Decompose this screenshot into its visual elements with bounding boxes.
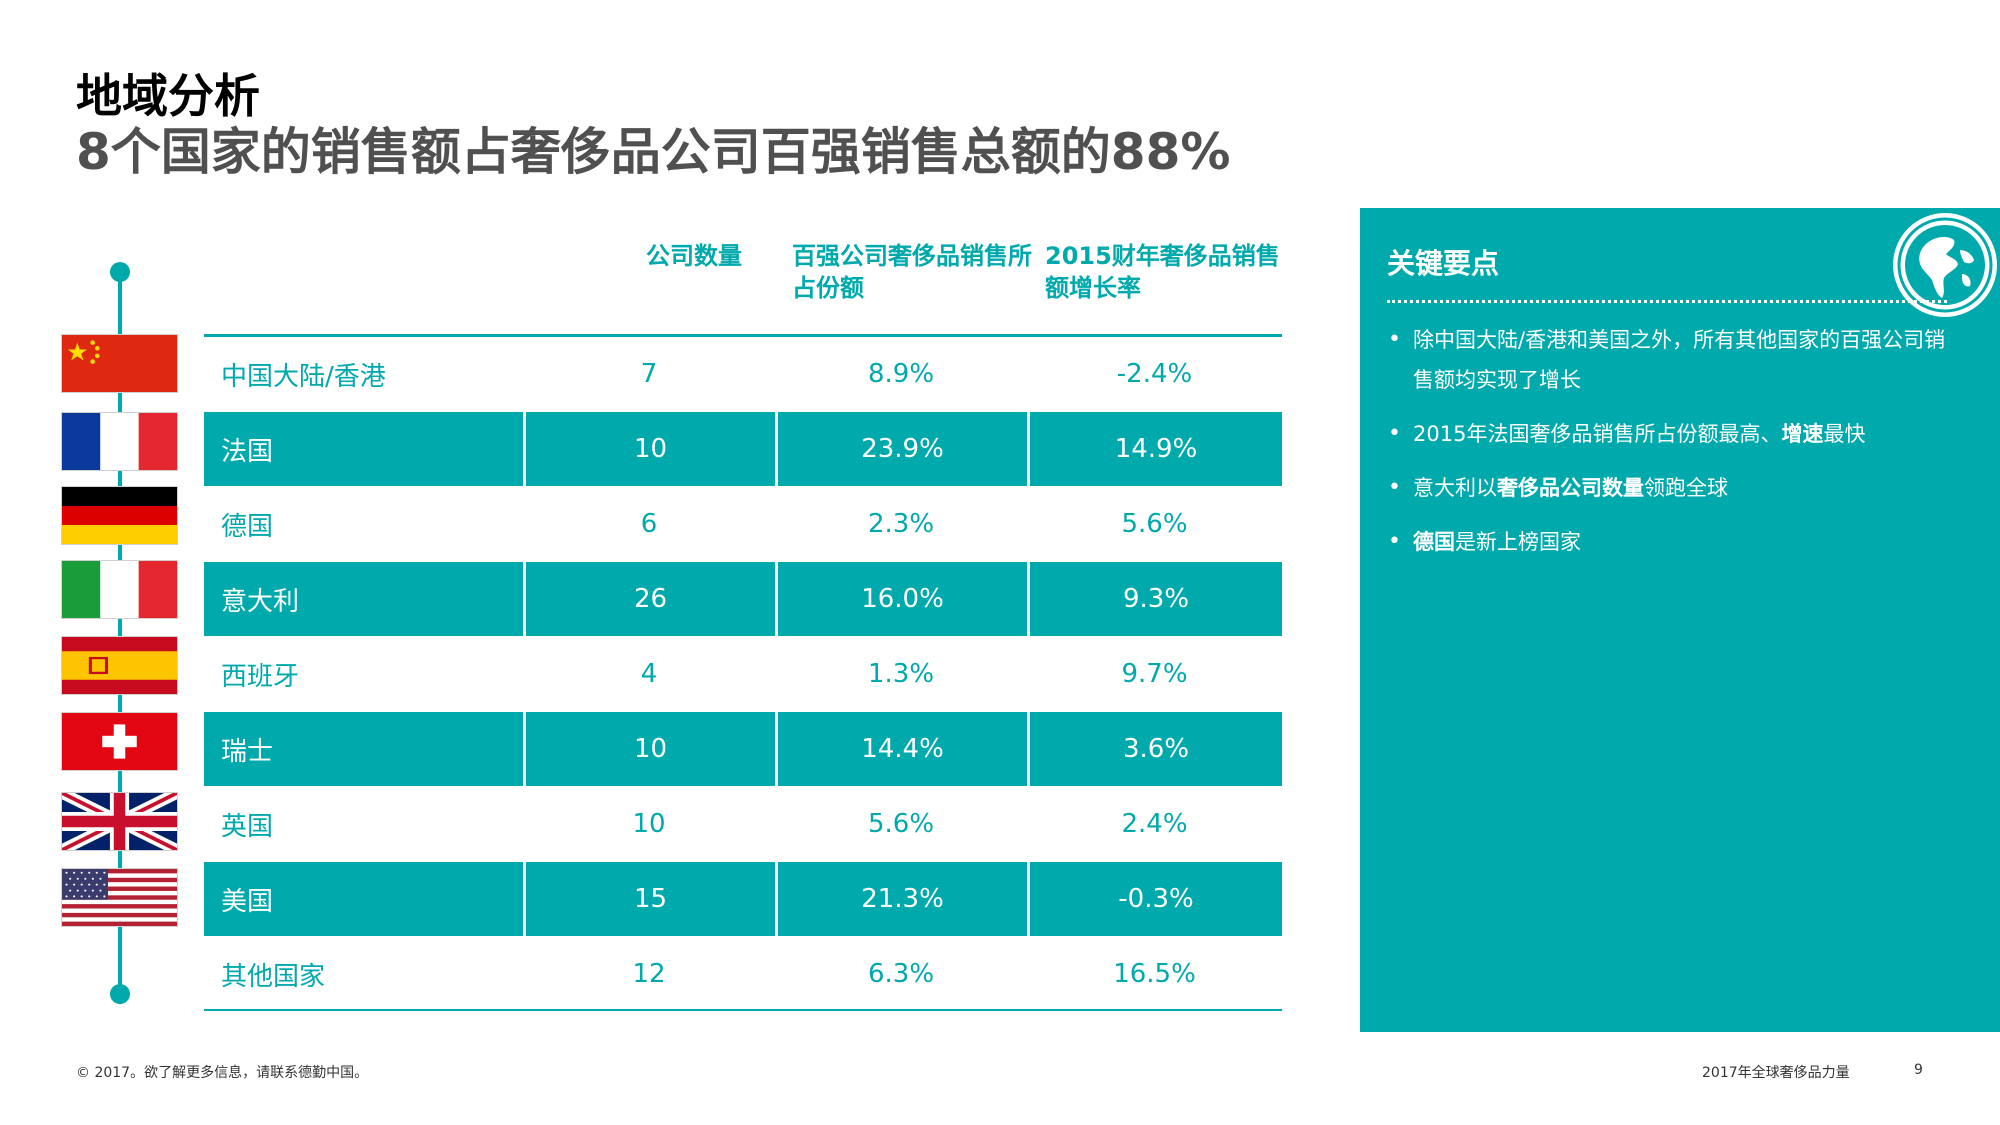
germany-flag-icon bbox=[61, 486, 178, 545]
table-row: 意大利 26 16.0% 9.3% bbox=[204, 562, 1282, 636]
bullet-text: 最快 bbox=[1823, 422, 1866, 446]
panel-title: 关键要点 bbox=[1387, 247, 1500, 280]
italy-flag-icon bbox=[61, 560, 178, 619]
sales-growth: 14.9% bbox=[1027, 412, 1282, 486]
sales-growth: 9.3% bbox=[1027, 562, 1282, 636]
company-count: 10 bbox=[523, 787, 775, 861]
page-subtitle: 8个国家的销售额占奢侈品公司百强销售总额的88% bbox=[76, 123, 1231, 181]
company-count: 10 bbox=[523, 712, 775, 786]
usa-flag-icon bbox=[61, 868, 178, 927]
sales-growth: -2.4% bbox=[1027, 337, 1282, 411]
company-count: 10 bbox=[523, 412, 775, 486]
sales-share: 5.6% bbox=[775, 787, 1027, 861]
table-row: 美国 15 21.3% -0.3% bbox=[204, 862, 1282, 936]
list-item: 德国是新上榜国家 bbox=[1384, 522, 1964, 562]
sales-growth: -0.3% bbox=[1027, 862, 1282, 936]
country-name: 中国大陆/香港 bbox=[204, 337, 523, 411]
country-name: 法国 bbox=[204, 412, 523, 486]
sales-share: 1.3% bbox=[775, 637, 1027, 711]
timeline-dot-top bbox=[110, 262, 130, 282]
company-count: 4 bbox=[523, 637, 775, 711]
bullet-text: 是新上榜国家 bbox=[1455, 530, 1581, 554]
country-name: 美国 bbox=[204, 862, 523, 936]
country-name: 意大利 bbox=[204, 562, 523, 636]
table-row: 西班牙 4 1.3% 9.7% bbox=[204, 637, 1282, 711]
timeline-dot-bottom bbox=[110, 984, 130, 1004]
bullet-text: 领跑全球 bbox=[1644, 476, 1728, 500]
country-name: 德国 bbox=[204, 487, 523, 561]
list-item: 意大利以奢侈品公司数量领跑全球 bbox=[1384, 468, 1964, 508]
header-sales-growth: 2015财年奢侈品销售额增长率 bbox=[1045, 242, 1280, 302]
sales-share: 16.0% bbox=[775, 562, 1027, 636]
table-row: 德国 6 2.3% 5.6% bbox=[204, 487, 1282, 561]
globe-icon bbox=[1890, 210, 2000, 320]
timeline-line bbox=[118, 272, 122, 994]
list-item: 2015年法国奢侈品销售所占份额最高、增速最快 bbox=[1384, 414, 1964, 454]
bullet-text: 除中国大陆/香港和美国之外，所有其他国家的百强公司销售额均实现了增长 bbox=[1413, 328, 1946, 392]
sales-growth: 9.7% bbox=[1027, 637, 1282, 711]
page-title: 地域分析 bbox=[76, 69, 260, 123]
header-rule bbox=[204, 334, 1282, 337]
company-count: 26 bbox=[523, 562, 775, 636]
bullet-text: 意大利以 bbox=[1413, 476, 1497, 500]
country-name: 西班牙 bbox=[204, 637, 523, 711]
sales-share: 8.9% bbox=[775, 337, 1027, 411]
bullet-emphasis: 奢侈品公司数量 bbox=[1497, 476, 1644, 500]
country-name: 英国 bbox=[204, 787, 523, 861]
sales-growth: 16.5% bbox=[1027, 937, 1282, 1011]
table-bottom-rule bbox=[204, 1009, 1282, 1011]
france-flag-icon bbox=[61, 412, 178, 471]
table-row: 英国 10 5.6% 2.4% bbox=[204, 787, 1282, 861]
table-row: 法国 10 23.9% 14.9% bbox=[204, 412, 1282, 486]
table-row: 中国大陆/香港 7 8.9% -2.4% bbox=[204, 337, 1282, 411]
sales-share: 6.3% bbox=[775, 937, 1027, 1011]
bullet-emphasis: 增速 bbox=[1781, 422, 1824, 446]
bullet-emphasis: 德国 bbox=[1413, 530, 1455, 554]
company-count: 6 bbox=[523, 487, 775, 561]
switzerland-flag-icon bbox=[61, 712, 178, 771]
spain-flag-icon bbox=[61, 636, 178, 695]
footer-page-number: 9 bbox=[1914, 1062, 1923, 1078]
china-flag-icon bbox=[61, 334, 178, 393]
table-row: 其他国家 12 6.3% 16.5% bbox=[204, 937, 1282, 1011]
sales-growth: 5.6% bbox=[1027, 487, 1282, 561]
table-header: 公司数量 百强公司奢侈品销售所占份额 2015财年奢侈品销售额增长率 bbox=[204, 230, 1282, 337]
panel-divider bbox=[1387, 300, 1947, 303]
header-sales-share: 百强公司奢侈品销售所占份额 bbox=[792, 242, 1032, 302]
country-name: 其他国家 bbox=[204, 937, 523, 1011]
sales-growth: 3.6% bbox=[1027, 712, 1282, 786]
list-item: 除中国大陆/香港和美国之外，所有其他国家的百强公司销售额均实现了增长 bbox=[1384, 320, 1964, 400]
company-count: 15 bbox=[523, 862, 775, 936]
sales-share: 14.4% bbox=[775, 712, 1027, 786]
sales-share: 2.3% bbox=[775, 487, 1027, 561]
table-row: 瑞士 10 14.4% 3.6% bbox=[204, 712, 1282, 786]
sales-share: 23.9% bbox=[775, 412, 1027, 486]
company-count: 12 bbox=[523, 937, 775, 1011]
company-count: 7 bbox=[523, 337, 775, 411]
country-name: 瑞士 bbox=[204, 712, 523, 786]
bullet-text: 2015年法国奢侈品销售所占份额最高、 bbox=[1413, 422, 1782, 446]
sales-share: 21.3% bbox=[775, 862, 1027, 936]
key-points-panel: 关键要点 除中国大陆/香港和美国之外，所有其他国家的百强公司销售额均实现了增长 … bbox=[1360, 208, 2000, 1032]
footer-report-name: 2017年全球奢侈品力量 bbox=[1702, 1065, 1850, 1081]
key-points-list: 除中国大陆/香港和美国之外，所有其他国家的百强公司销售额均实现了增长 2015年… bbox=[1384, 320, 1964, 576]
uk-flag-icon bbox=[61, 792, 178, 851]
footer-copyright: © 2017。欲了解更多信息，请联系德勤中国。 bbox=[76, 1065, 369, 1081]
sales-growth: 2.4% bbox=[1027, 787, 1282, 861]
header-company-count: 公司数量 bbox=[646, 242, 742, 270]
